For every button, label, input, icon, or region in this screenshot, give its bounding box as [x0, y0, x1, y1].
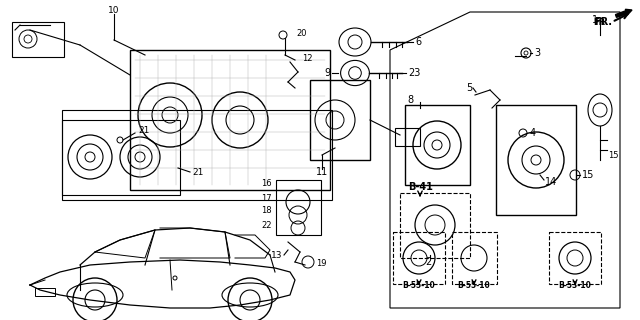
Bar	[12, 22, 64, 57]
Text: 10: 10	[108, 5, 120, 14]
Bar	[35, 288, 55, 296]
Text: FR.: FR.	[594, 17, 612, 27]
Bar	[452, 232, 497, 284]
Text: 3: 3	[534, 48, 540, 58]
Text: 16: 16	[261, 179, 272, 188]
Text: 22: 22	[262, 220, 272, 229]
Bar	[62, 110, 332, 200]
Text: 15: 15	[582, 170, 595, 180]
Text: 17: 17	[261, 194, 272, 203]
Text: 18: 18	[261, 205, 272, 214]
Bar	[310, 80, 370, 160]
Bar	[130, 50, 330, 190]
Text: 21: 21	[138, 125, 149, 134]
Text: 6: 6	[415, 37, 421, 47]
Bar	[405, 105, 470, 185]
Text: 4: 4	[530, 128, 536, 138]
Text: 8: 8	[407, 95, 413, 105]
Bar	[393, 232, 445, 284]
Text: 23: 23	[408, 68, 420, 78]
FancyArrow shape	[616, 9, 632, 17]
Text: 14: 14	[545, 177, 557, 187]
Text: 13: 13	[271, 251, 282, 260]
Text: B-53-10: B-53-10	[559, 281, 591, 290]
Text: 11: 11	[316, 167, 328, 177]
Bar	[549, 232, 601, 284]
Text: B-55-10: B-55-10	[403, 281, 435, 290]
Text: 9: 9	[324, 68, 330, 78]
Text: 15: 15	[608, 150, 618, 159]
Text: FR.: FR.	[593, 18, 609, 27]
Text: 19: 19	[316, 259, 326, 268]
Bar	[62, 120, 180, 195]
Text: 1: 1	[592, 15, 598, 25]
Text: 2: 2	[425, 257, 431, 267]
Text: B-41: B-41	[408, 182, 433, 192]
Text: 12: 12	[302, 53, 312, 62]
Text: 20: 20	[296, 28, 307, 37]
Text: 5: 5	[466, 83, 472, 93]
Text: B-55-10: B-55-10	[458, 281, 490, 290]
Bar	[395, 128, 420, 146]
Bar	[496, 105, 576, 215]
Bar	[276, 180, 321, 235]
Text: 21: 21	[192, 167, 204, 177]
Bar	[400, 193, 470, 258]
